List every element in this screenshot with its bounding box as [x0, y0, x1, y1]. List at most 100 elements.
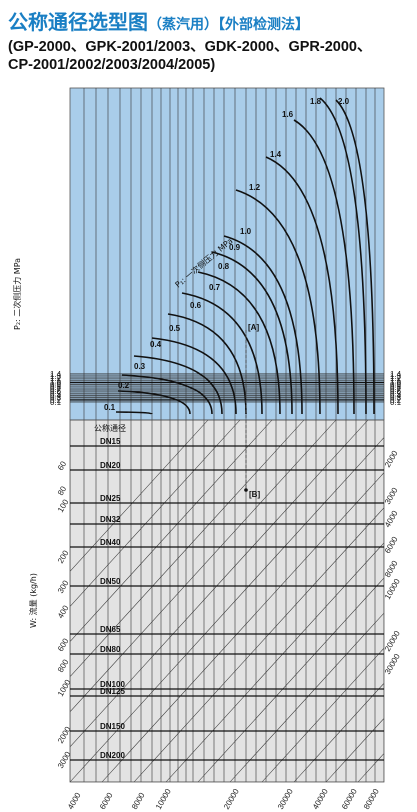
diagonal-line — [0, 419, 241, 684]
y-tick-right: 0.8 — [390, 383, 402, 392]
curve-p1-0.6 — [167, 313, 247, 415]
curve-label: 0.9 — [229, 243, 241, 252]
curve-p1-1.2 — [235, 189, 321, 415]
y-tick-right: 0.5 — [390, 389, 402, 398]
curve-p1-0.4 — [133, 355, 223, 415]
y-tick-right: 1.4 — [390, 370, 402, 379]
title-models-line1: (GP-2000、GPK-2001/2003、GDK-2000、GPR-2000… — [8, 39, 372, 55]
y-tick-right: 0.3 — [390, 394, 402, 403]
title-main: 公称通径选型图 — [8, 10, 148, 34]
diagonal-line — [101, 436, 417, 783]
dn-label: DN32 — [100, 515, 121, 524]
lower-left-mask — [0, 420, 70, 812]
curve-label: 2.0 — [338, 97, 350, 106]
curve-p1-0.1 — [115, 411, 153, 415]
diagonal-line — [165, 506, 417, 783]
y-tick-left: 1.4 — [50, 370, 62, 379]
dn-label: DN25 — [100, 494, 121, 503]
marker-b-point — [244, 488, 248, 492]
title-paren2: 【外部检测法】 — [218, 17, 309, 33]
curve-label: 0.7 — [209, 283, 221, 292]
lower-panel-bg — [69, 419, 385, 783]
curve-p1-1.8 — [319, 97, 367, 415]
y-tick-right: 1.3 — [390, 372, 402, 381]
diagonal-line — [325, 681, 417, 783]
y-tick-right: 1.1 — [390, 376, 402, 385]
curve-label: 0.8 — [218, 262, 230, 271]
y-tick-right: 0.2 — [390, 396, 402, 405]
diagonal-line — [69, 419, 401, 783]
curve-label: 1.8 — [310, 97, 322, 106]
curve-label: 1.0 — [240, 227, 252, 236]
dn-label: DN200 — [100, 751, 125, 760]
y-tick-right: 0.1 — [390, 398, 402, 407]
diagonal-line — [293, 646, 417, 783]
y-tick-left: 0.6 — [50, 387, 62, 396]
dn-label: DN20 — [100, 461, 121, 470]
y-tick-left: 1.0 — [50, 378, 62, 387]
curve-p1-1.4 — [265, 156, 339, 415]
marker-b: [B] — [249, 490, 260, 499]
curve-label: 0.4 — [150, 340, 162, 349]
curve-label: 1.4 — [270, 150, 282, 159]
marker-a: [A] — [248, 323, 259, 332]
lower-right-mask — [384, 420, 417, 812]
curve-label: 0.1 — [104, 403, 116, 412]
curve-label: 0.6 — [190, 301, 202, 310]
dn-label: DN50 — [100, 577, 121, 586]
y-tick-right: 1.2 — [390, 374, 402, 383]
upper-panel-bg — [69, 87, 385, 421]
y-tick-left: 0.9 — [50, 381, 62, 390]
y-tick-left: 0.4 — [50, 391, 62, 400]
y-tick-right: 0.4 — [390, 391, 402, 400]
lower-header: 公称通径 — [94, 423, 126, 433]
dn-label: DN150 — [100, 722, 125, 731]
y-tick-left: 0.5 — [50, 389, 62, 398]
curve-p1-0.7 — [181, 292, 263, 415]
y-tick-right: 0.6 — [390, 387, 402, 396]
dn-label: DN65 — [100, 625, 121, 634]
dn-label: DN125 — [100, 687, 125, 696]
y-tick-left: 1.1 — [50, 376, 62, 385]
y-tick-left: 0.7 — [50, 385, 62, 394]
title-models-line2: CP-2001/2002/2003/2004/2005) — [8, 57, 216, 73]
curve-p1-0.2 — [117, 390, 191, 415]
curve-p1-2.0 — [335, 99, 375, 415]
y-tick-right: 0.7 — [390, 385, 402, 394]
y-tick-left: 0.1 — [50, 398, 62, 407]
dn-label: DN15 — [100, 437, 121, 446]
y-tick-left: 0.3 — [50, 394, 62, 403]
curve-p1-0.5 — [151, 337, 237, 415]
curve-label: 0.2 — [118, 381, 130, 390]
diagonal-line — [197, 541, 417, 783]
y-tick-left: 0.2 — [50, 396, 62, 405]
title-models: (GP-2000、GPK-2001/2003、GDK-2000、GPR-2000… — [8, 38, 371, 74]
diagonal-line — [37, 419, 369, 783]
curve-label: 1.2 — [249, 183, 261, 192]
y-tick-left: 1.2 — [50, 374, 62, 383]
y-tick-right: 1.0 — [390, 378, 402, 387]
dn-label: DN80 — [100, 645, 121, 654]
lower-panel-frame — [69, 419, 385, 783]
lower-bottom-mask — [70, 782, 384, 812]
lower-y-label: W: 流量 (kg/h) — [28, 573, 38, 628]
diagonal-line — [261, 611, 417, 783]
dn-label: DN100 — [100, 680, 125, 689]
curve-p1-1.6 — [293, 119, 355, 415]
curve-label: 0.5 — [169, 324, 181, 333]
curve-p1-0.3 — [121, 374, 213, 415]
curve-label: 1.6 — [282, 110, 294, 119]
upper-y-label: P₂: 二次侧压力 MPa — [12, 258, 22, 330]
title-paren1: （蒸汽用） — [148, 17, 218, 33]
curve-p1-0.8 — [197, 271, 281, 415]
curve-p1-1.0 — [223, 235, 303, 415]
y-tick-left: 1.3 — [50, 372, 62, 381]
curve-p1-0.9 — [211, 251, 293, 415]
y-tick-left: 0.8 — [50, 383, 62, 392]
chart-title: 公称通径选型图（蒸汽用）【外部检测法】 — [8, 6, 413, 35]
y-tick-right: 0.9 — [390, 381, 402, 390]
diagonal-line — [0, 419, 273, 719]
curve-label: 0.3 — [134, 362, 146, 371]
dn-label: DN40 — [100, 538, 121, 547]
